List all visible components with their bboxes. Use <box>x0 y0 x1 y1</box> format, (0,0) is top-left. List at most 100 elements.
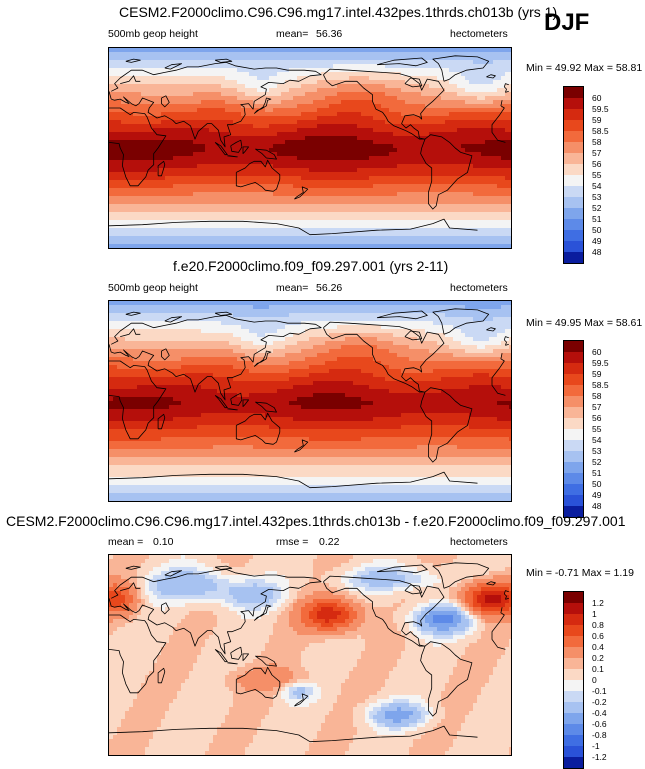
colorbar-tick-label: 0.2 <box>592 653 604 663</box>
colorbar-swatch <box>564 109 583 120</box>
colorbar-frame <box>563 591 584 769</box>
colorbar-swatch <box>564 680 583 691</box>
colorbar-tick-label: -0.8 <box>592 730 607 740</box>
mean-value: 56.26 <box>316 282 342 294</box>
colorbar-swatch <box>564 429 583 440</box>
colorbar-swatch <box>564 208 583 219</box>
colorbar-tick-label: -0.1 <box>592 686 607 696</box>
colorbar-tick-label: 59.5 <box>592 104 609 114</box>
colorbar-tick-label: 52 <box>592 457 601 467</box>
mean-label: mean = <box>108 536 143 548</box>
colorbar-tick-label: 1.2 <box>592 598 604 608</box>
mean-label: mean= <box>276 282 308 294</box>
colorbar-swatch <box>564 484 583 495</box>
colorbar-swatch <box>564 197 583 208</box>
colorbar-swatch <box>564 164 583 175</box>
colorbar-tick-label: 54 <box>592 181 601 191</box>
colorbar-swatch <box>564 385 583 396</box>
colorbar-swatch <box>564 658 583 669</box>
min-max-label: Min = 49.92 Max = 58.81 <box>526 62 642 74</box>
colorbar-tick-label: 51 <box>592 468 601 478</box>
colorbar-tick-label: 58 <box>592 391 601 401</box>
colorbar-swatch <box>564 396 583 407</box>
colorbar-swatch <box>564 341 583 352</box>
map-plot <box>108 47 512 249</box>
colorbar-swatch <box>564 142 583 153</box>
colorbar-swatch <box>564 153 583 164</box>
mean-value: 0.10 <box>153 536 173 548</box>
colorbar-swatch <box>564 374 583 385</box>
panel-difference: CESM2.F2000climo.C96.C96.mg17.intel.432p… <box>0 508 645 758</box>
variable-label: 500mb geop height <box>108 28 198 40</box>
colorbar-tick-label: 59 <box>592 115 601 125</box>
colorbar-swatch <box>564 669 583 680</box>
colorbar-swatch <box>564 702 583 713</box>
colorbar-swatch <box>564 241 583 252</box>
panel-title: CESM2.F2000climo.C96.C96.mg17.intel.432p… <box>6 513 626 529</box>
units-label: hectometers <box>450 28 508 40</box>
colorbar-tick-label: 55 <box>592 170 601 180</box>
colorbar-tick-label: 0.6 <box>592 631 604 641</box>
colorbar-tick-label: 57 <box>592 148 601 158</box>
colorbar-swatch <box>564 120 583 131</box>
colorbar-swatch <box>564 352 583 363</box>
map-plot <box>108 554 512 756</box>
rmse-value: 0.22 <box>319 536 339 548</box>
colorbar-swatch <box>564 603 583 614</box>
colorbar-swatch <box>564 473 583 484</box>
colorbar-frame <box>563 86 584 264</box>
rmse-label: rmse = <box>276 536 308 548</box>
colorbar-tick-label: 58.5 <box>592 380 609 390</box>
panel-title: CESM2.F2000climo.C96.C96.mg17.intel.432p… <box>119 4 557 20</box>
colorbar-swatch <box>564 219 583 230</box>
colorbar-swatch <box>564 87 583 98</box>
colorbar-tick-label: 51 <box>592 214 601 224</box>
colorbar-tick-label: 0.8 <box>592 620 604 630</box>
colorbar-tick-label: 59.5 <box>592 358 609 368</box>
panel-model: CESM2.F2000climo.C96.C96.mg17.intel.432p… <box>0 0 645 250</box>
colorbar-swatch <box>564 614 583 625</box>
colorbar-frame <box>563 340 584 518</box>
map-plot <box>108 300 512 502</box>
colorbar-tick-label: -0.4 <box>592 708 607 718</box>
colorbar-tick-label: 50 <box>592 225 601 235</box>
colorbar-swatch <box>564 131 583 142</box>
colorbar-tick-label: 1 <box>592 609 597 619</box>
colorbar-swatch <box>564 746 583 757</box>
colorbar-tick-label: 0.4 <box>592 642 604 652</box>
colorbar-swatch <box>564 691 583 702</box>
mean-value: 56.36 <box>316 28 342 40</box>
colorbar-tick-label: -0.2 <box>592 697 607 707</box>
panel-title: f.e20.F2000climo.f09_f09.297.001 (yrs 2-… <box>173 258 448 274</box>
colorbar-tick-label: 55 <box>592 424 601 434</box>
colorbar-swatch <box>564 186 583 197</box>
colorbar-tick-label: 0.1 <box>592 664 604 674</box>
colorbar-swatch <box>564 440 583 451</box>
min-max-label: Min = -0.71 Max = 1.19 <box>526 567 634 579</box>
colorbar-swatch <box>564 418 583 429</box>
units-label: hectometers <box>450 282 508 294</box>
colorbar-swatch <box>564 735 583 746</box>
colorbar-tick-label: 56 <box>592 159 601 169</box>
colorbar-tick-label: 60 <box>592 93 601 103</box>
variable-label: 500mb geop height <box>108 282 198 294</box>
colorbar-tick-label: 58.5 <box>592 126 609 136</box>
colorbar-tick-label: 58 <box>592 137 601 147</box>
colorbar-swatch <box>564 757 583 768</box>
colorbar-swatch <box>564 462 583 473</box>
colorbar-tick-label: 50 <box>592 479 601 489</box>
colorbar-tick-label: 53 <box>592 192 601 202</box>
min-max-label: Min = 49.95 Max = 58.61 <box>526 317 642 329</box>
colorbar-swatch <box>564 713 583 724</box>
colorbar-tick-label: 56 <box>592 413 601 423</box>
colorbar-swatch <box>564 636 583 647</box>
units-label: hectometers <box>450 536 508 548</box>
colorbar-swatch <box>564 625 583 636</box>
colorbar-tick-label: 49 <box>592 490 601 500</box>
colorbar-tick-label: 59 <box>592 369 601 379</box>
colorbar-tick-label: 52 <box>592 203 601 213</box>
colorbar-tick-label: -1 <box>592 741 600 751</box>
colorbar-swatch <box>564 407 583 418</box>
colorbar-swatch <box>564 98 583 109</box>
colorbar-tick-label: 57 <box>592 402 601 412</box>
